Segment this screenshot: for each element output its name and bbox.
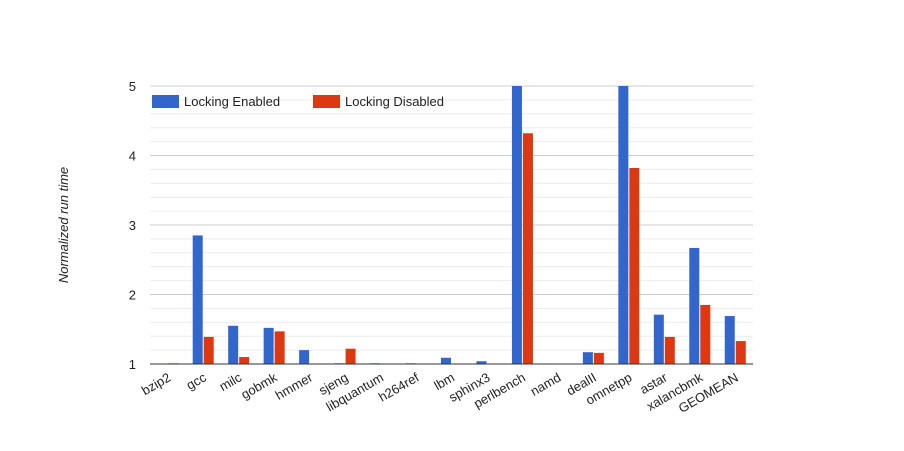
y-tick-label: 3 [129,218,136,233]
x-category-label: namd [528,370,564,399]
bar-locking-enabled-lbm [441,357,451,364]
x-category-label: h264ref [376,369,422,404]
bar-locking-disabled-astar [664,336,675,364]
bar-locking-disabled-sjeng [345,348,356,364]
bar-locking-enabled-dealii [582,352,593,364]
bar-locking-enabled-perlbench [511,86,522,364]
y-tick-label: 1 [129,357,136,372]
bar-locking-enabled-sphinx3 [476,361,487,364]
y-axis-title: Normalized run time [56,167,71,283]
bar-locking-enabled-xalancbmk [689,247,700,364]
legend-label: Locking Disabled [345,94,444,109]
bar-locking-enabled-astar [653,314,664,364]
bar-locking-enabled-omnetpp [618,86,629,364]
bar-locking-enabled-geomean [724,316,735,364]
bar-locking-disabled-xalancbmk [700,304,711,364]
bar-locking-enabled-gobmk [263,327,274,364]
x-category-label: gobmk [238,369,280,402]
x-category-label: hmmer [273,369,316,403]
legend-label: Locking Enabled [184,94,280,109]
legend-swatch [313,95,340,108]
bar-locking-enabled-milc [228,325,239,364]
y-axis-ticks: 1 2 3 4 5 [129,79,136,372]
bar-locking-disabled-omnetpp [629,168,640,364]
gridlines [150,85,753,351]
y-tick-label: 5 [129,79,136,94]
x-category-label: gcc [184,369,209,392]
x-category-label: bzip2 [139,370,173,399]
bar-locking-disabled-dealii [593,352,604,364]
y-tick-label: 2 [129,288,136,303]
bar-locking-disabled-gcc [203,336,214,364]
y-tick-label: 4 [129,149,136,164]
legend: Locking Enabled Locking Disabled [152,94,444,109]
bar-locking-disabled-perlbench [522,133,533,364]
bar-locking-enabled-gcc [192,235,203,364]
bar-locking-disabled-gobmk [274,331,285,364]
bar-locking-disabled-geomean [735,341,746,364]
bar-locking-enabled-hmmer [299,350,310,364]
legend-swatch [152,95,179,108]
bar-locking-disabled-milc [239,357,250,364]
